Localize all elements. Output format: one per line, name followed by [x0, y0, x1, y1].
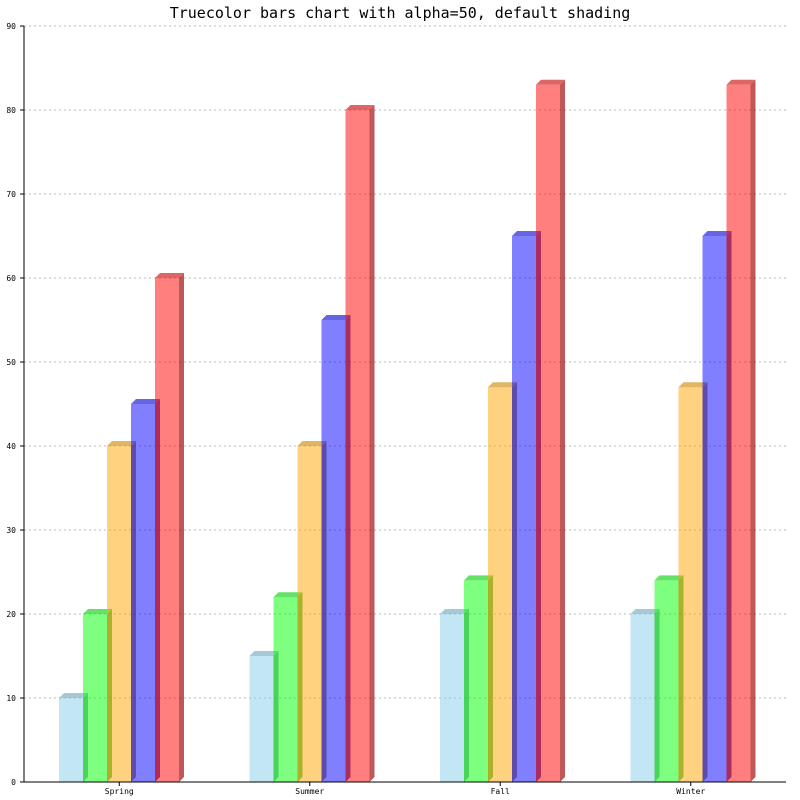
- axes: [23, 26, 786, 783]
- y-axis-ticks: 0 10 20 30 40 50 60 70 80 90: [6, 22, 24, 787]
- bar-top: [107, 441, 136, 446]
- bar-side: [560, 79, 565, 783]
- bar: [155, 273, 184, 782]
- bar-top: [678, 382, 708, 388]
- bar-front: [345, 110, 370, 782]
- bar-front: [654, 580, 679, 782]
- bar-front: [726, 84, 751, 783]
- bar-top: [726, 79, 756, 85]
- y-tick-label: 10: [6, 694, 16, 703]
- x-tick-label: Fall: [491, 787, 510, 796]
- x-tick-label: Winter: [676, 787, 705, 796]
- bar-top: [297, 441, 327, 446]
- bar-side: [179, 273, 184, 782]
- bar-front: [155, 278, 179, 782]
- y-tick-label: 70: [6, 190, 16, 199]
- bar: [726, 79, 756, 783]
- bar-top: [131, 399, 160, 404]
- bar-front: [107, 446, 131, 782]
- bar-top: [155, 273, 184, 278]
- y-tick-label: 50: [6, 358, 16, 367]
- bar-top: [536, 79, 565, 85]
- bar-top: [630, 609, 660, 614]
- y-tick-label: 30: [6, 526, 16, 535]
- bar-top: [83, 609, 112, 614]
- bar-front: [536, 84, 560, 783]
- bar-front: [512, 236, 536, 782]
- bar-top: [345, 105, 375, 110]
- bar: [536, 79, 565, 783]
- bar-top: [488, 382, 517, 388]
- bar-side: [369, 105, 375, 782]
- bar-top: [464, 575, 493, 581]
- bar-top: [440, 609, 469, 614]
- bar-front: [630, 614, 655, 782]
- x-tick-label: Spring: [105, 787, 134, 796]
- bar-front: [440, 614, 464, 782]
- bar-top: [249, 651, 279, 656]
- bar-front: [488, 387, 512, 782]
- bar-top: [59, 693, 88, 698]
- bar-top: [273, 592, 303, 598]
- y-tick-label: 20: [6, 610, 16, 619]
- bar-top: [702, 231, 732, 236]
- y-tick-label: 40: [6, 442, 16, 451]
- y-tick-label: 80: [6, 106, 16, 115]
- bar-front: [59, 698, 83, 782]
- x-tick-label: Summer: [295, 787, 324, 796]
- y-tick-label: 0: [11, 778, 16, 787]
- bar-top: [321, 315, 351, 320]
- y-tick-label: 90: [6, 22, 16, 31]
- bar-front: [702, 236, 727, 782]
- y-tick-label: 60: [6, 274, 16, 283]
- bar-front: [464, 580, 488, 782]
- chart-title: Truecolor bars chart with alpha=50, defa…: [170, 4, 631, 22]
- bar-front: [678, 387, 703, 782]
- bar-top: [512, 231, 541, 236]
- bars: [59, 79, 756, 783]
- bar-front: [131, 404, 155, 782]
- bar: [345, 105, 375, 782]
- x-axis-ticks: Spring Summer Fall Winter: [105, 782, 705, 796]
- bar-front: [273, 597, 298, 782]
- bar-front: [297, 446, 322, 782]
- bar-front: [249, 656, 274, 782]
- bar-top: [654, 575, 684, 581]
- bar-front: [83, 614, 107, 782]
- bar-front: [321, 320, 346, 782]
- bar-side: [750, 79, 756, 783]
